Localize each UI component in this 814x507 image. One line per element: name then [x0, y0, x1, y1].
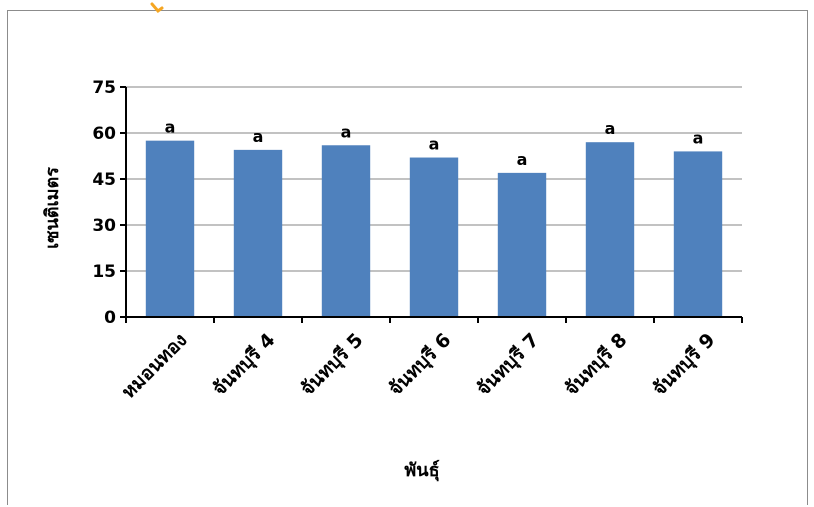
orange-mark-decoration [150, 2, 164, 14]
y-tick-label: 45 [92, 170, 116, 190]
data-labels: a a a a a a a [165, 118, 704, 169]
data-label: a [253, 127, 264, 146]
data-label: a [605, 119, 616, 138]
x-tick-label: จันทบุรี 4 [208, 329, 280, 401]
data-label: a [693, 128, 704, 147]
x-tick-label: จันทบุรี 7 [472, 329, 544, 401]
x-tick-labels: หมอนทอง จันทบุรี 4 จันทบุรี 5 จันทบุรี 6 จัน… [118, 329, 721, 403]
x-tick-label: จันทบุรี 5 [296, 329, 368, 401]
x-axis-title: พันธุ์ [404, 459, 439, 482]
bar [673, 151, 723, 317]
data-label: a [341, 122, 352, 141]
x-tick-label: จันทบุรี 6 [384, 329, 456, 401]
y-tick-label: 0 [104, 308, 116, 328]
y-tick-label: 30 [92, 216, 116, 236]
bars [145, 140, 723, 317]
bar [409, 157, 459, 317]
bar [585, 142, 635, 317]
y-tick-labels: 0 15 30 45 60 75 [92, 78, 116, 328]
y-tick-label: 60 [92, 124, 116, 144]
axes [120, 86, 743, 323]
y-tick-label: 75 [92, 78, 116, 98]
y-tick-label: 15 [92, 262, 116, 282]
bar [233, 149, 283, 317]
bar [321, 145, 371, 317]
data-label: a [165, 118, 176, 137]
x-tick-label: จันทบุรี 9 [648, 329, 720, 401]
x-tick-label: จันทบุรี 8 [560, 329, 632, 401]
data-label: a [517, 150, 528, 169]
bar [145, 140, 195, 317]
x-tick-label: หมอนทอง [118, 329, 192, 403]
y-axis-title: เซนติเมตร [42, 167, 63, 249]
bar [497, 172, 547, 317]
data-label: a [429, 135, 440, 154]
